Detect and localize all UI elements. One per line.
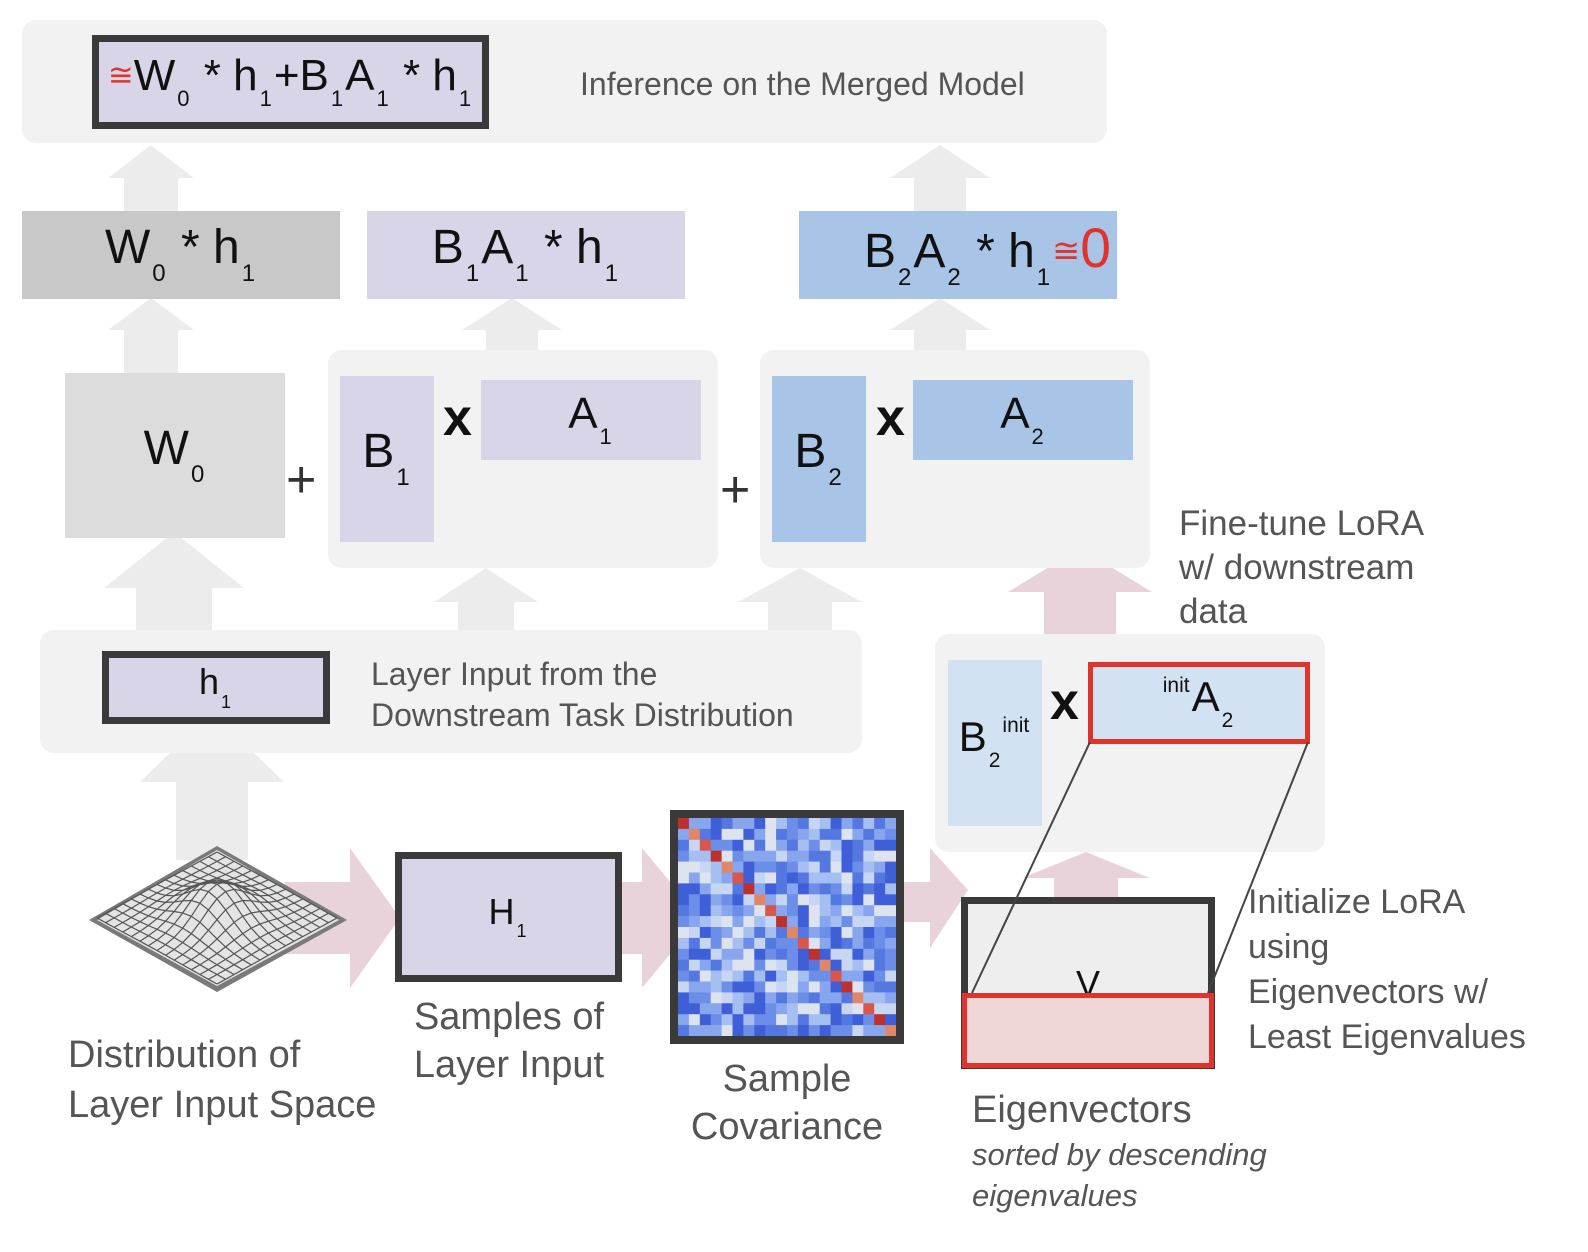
arrow-cov-to-eigen [895, 848, 968, 948]
arrow-w0h-to-top [108, 145, 194, 212]
b1a1h-output-box: B1A1 * h1 [367, 211, 685, 299]
b2a2h-output-box: B2A2 * h1≅0 [799, 211, 1117, 299]
arrow-eigen-to-init [1022, 852, 1150, 900]
b2a2h-formula: B2A2 * h1≅0 [863, 216, 1111, 291]
a2-init-matrix: initA2 [1088, 662, 1310, 744]
b1-matrix: B1 [340, 376, 434, 542]
initialize-caption: Initialize LoRA using Eigenvectors w/ Le… [1248, 883, 1526, 1056]
merged-formula: ≅W0 * h1+B1A1 * h1 [107, 50, 472, 112]
merged-model-caption: Inference on the Merged Model [580, 66, 1025, 102]
samples-caption: Samples of Layer Input [413, 996, 605, 1086]
arrow-input-to-b2a2 [738, 568, 862, 632]
covariance-heatmap [670, 810, 904, 1044]
b2-init-matrix: B2init [948, 660, 1042, 826]
arrow-b2a2h-to-top [890, 145, 990, 212]
arrow-b2a2-to-b2a2h [890, 298, 990, 352]
b2-matrix: B2 [772, 376, 866, 542]
finetune-caption: Fine-tune LoRA w/ downstream data [1179, 504, 1425, 631]
eigenvectors-caption: Eigenvectors [972, 1089, 1192, 1131]
w0-matrix: W0 [65, 373, 285, 538]
multiply-operator-2: x [876, 389, 905, 447]
distribution-caption: Distribution of Layer Input Space [68, 1034, 377, 1126]
plus-operator-1: + [286, 451, 317, 509]
eigenvectors-note: sorted by descending eigenvalues [972, 1137, 1267, 1213]
arrow-input-to-b1a1 [434, 568, 538, 632]
covariance-caption: Sample Covariance [690, 1058, 884, 1148]
a2-matrix: A2 [913, 380, 1133, 460]
distribution-surface-icon [89, 846, 347, 992]
w0h-output-box: W0 * h1 [22, 211, 340, 299]
arrow-input-to-w0 [104, 532, 244, 632]
a1-matrix: A1 [481, 380, 701, 460]
multiply-operator-1: x [443, 389, 472, 447]
arrow-b1a1-to-b1a1h [462, 298, 562, 352]
w0h-formula: W0 * h1 [104, 221, 256, 287]
arrow-samples-to-cov [622, 848, 700, 988]
plus-operator-2: + [720, 461, 751, 519]
merged-formula-box: ≅W0 * h1+B1A1 * h1 [92, 35, 489, 129]
arrow-init-to-b2a2 [1008, 548, 1152, 636]
b1a1h-formula: B1A1 * h1 [431, 221, 619, 287]
arrow-w0-to-w0h [108, 298, 194, 374]
multiply-operator-init: x [1050, 673, 1079, 731]
covariance-heatmap-cells [678, 818, 896, 1036]
layer-input-caption: Layer Input from the Downstream Task Dis… [371, 656, 794, 733]
least-eigenvectors-highlight [962, 993, 1214, 1068]
